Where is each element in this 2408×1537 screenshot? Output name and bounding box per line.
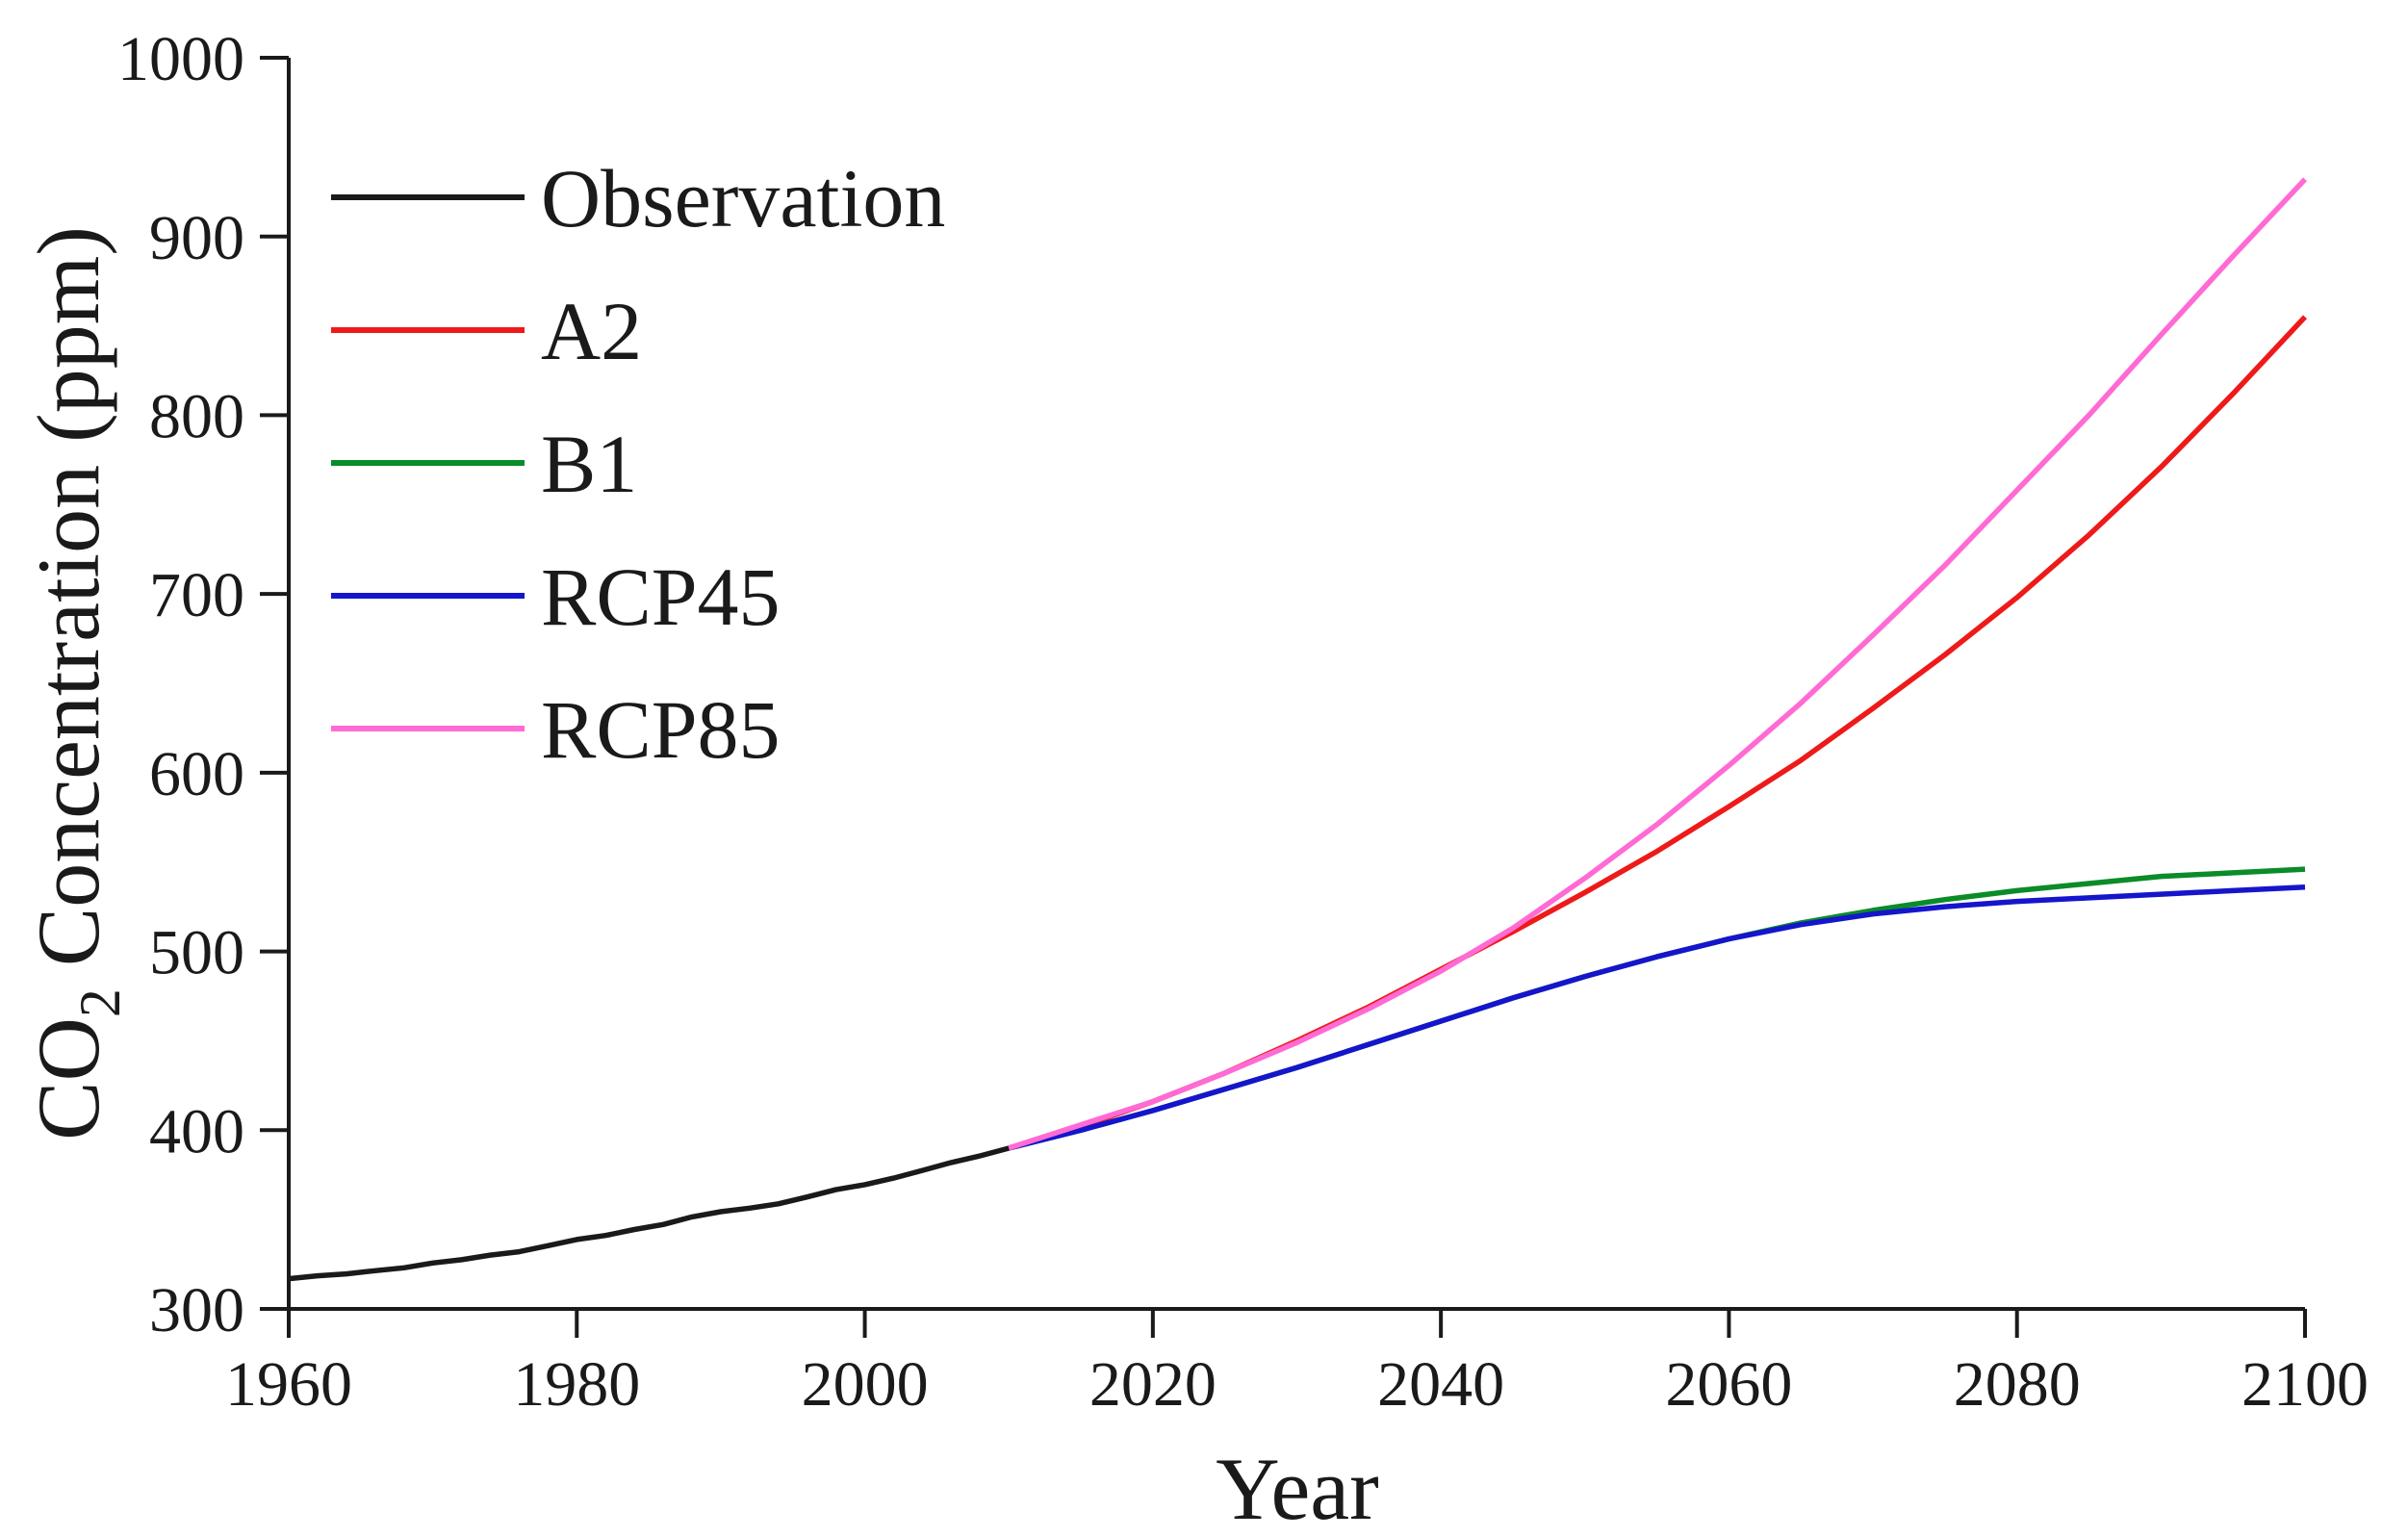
- legend-label: RCP85: [541, 683, 781, 776]
- series-line-observation: [288, 1145, 1010, 1282]
- x-tick-label: 2060: [1665, 1349, 1792, 1420]
- legend: Observation A2 B1 RCP45 RCP85: [331, 152, 945, 776]
- legend-label: Observation: [541, 152, 945, 244]
- y-tick-label: 1000: [117, 24, 244, 94]
- x-axis-title: Year: [1216, 1440, 1379, 1537]
- legend-item-observation: Observation: [331, 152, 945, 244]
- x-tick-label: 2000: [802, 1349, 929, 1420]
- axes: 300 400 500 600 700 800 900 1000 1960 1980 2000 202…: [117, 24, 2369, 1420]
- series-line-rcp45: [1008, 884, 2306, 1151]
- y-tick-label: 800: [149, 382, 244, 452]
- y-tick-label: 700: [149, 560, 244, 630]
- y-axis-title: CO2 Concentration (ppm): [19, 226, 132, 1140]
- y-tick-label: 300: [149, 1275, 244, 1345]
- legend-item-a2: A2: [331, 285, 642, 377]
- legend-item-rcp85: RCP85: [331, 683, 781, 776]
- x-tick-label: 2040: [1377, 1349, 1504, 1420]
- x-tick-label: 2020: [1089, 1349, 1217, 1420]
- y-tick-label: 500: [149, 918, 244, 988]
- legend-label: RCP45: [541, 551, 781, 643]
- series-line-a2: [1008, 315, 2308, 1151]
- legend-label: A2: [541, 285, 642, 377]
- series-line-rcp85: [1008, 177, 2308, 1151]
- x-tick-label: 1980: [513, 1349, 640, 1420]
- series-line-b1: [1008, 866, 2306, 1151]
- y-tick-label: 400: [149, 1096, 244, 1166]
- legend-item-b1: B1: [331, 418, 637, 510]
- x-tick-label: 2100: [2241, 1349, 2369, 1420]
- legend-label: B1: [541, 418, 637, 510]
- legend-item-rcp45: RCP45: [331, 551, 781, 643]
- x-tick-label: 2080: [1954, 1349, 2081, 1420]
- series-lines: [288, 177, 2308, 1282]
- y-tick-label: 600: [149, 739, 244, 809]
- x-tick-label: 1960: [225, 1349, 352, 1420]
- y-tick-label: 900: [149, 203, 244, 273]
